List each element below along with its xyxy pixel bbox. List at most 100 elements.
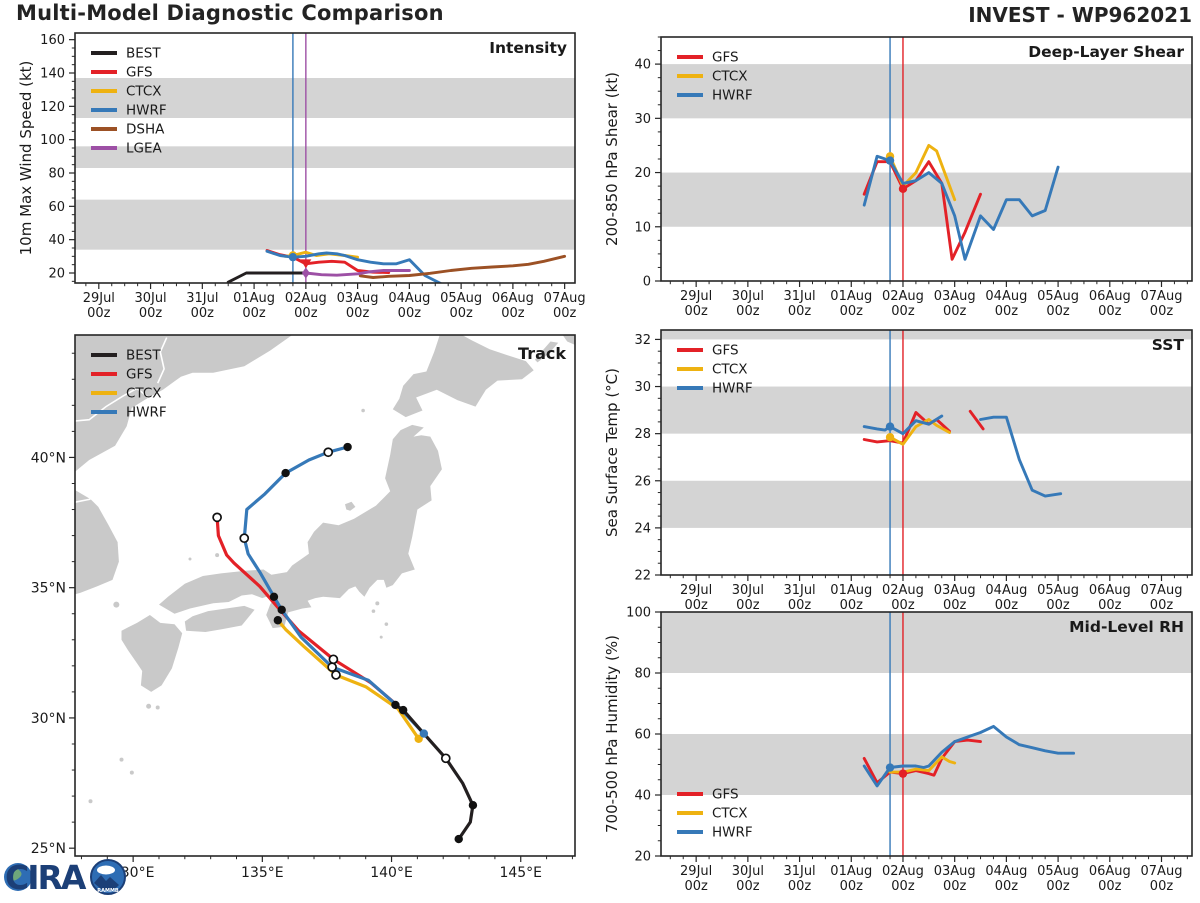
sst-xtick-label-day: 29Jul xyxy=(680,583,712,598)
intensity-xtick-label-hour: 00z xyxy=(346,306,370,321)
shear-ytick-label: 10 xyxy=(634,220,651,235)
intensity-xtick-label-day: 02Aug xyxy=(285,291,327,306)
shear-xtick-label-day: 06Aug xyxy=(1089,289,1131,304)
landmass-kyushu xyxy=(121,615,183,692)
sst-frame xyxy=(660,329,1193,576)
track-fix-open-circle xyxy=(239,533,250,544)
landmass-shikoku xyxy=(184,605,255,632)
rh-xtick-label-hour: 00z xyxy=(684,879,708,894)
rh-legend-label-HWRF: HWRF xyxy=(712,825,753,841)
country-border-line xyxy=(75,387,150,422)
rh-xtick-label-hour: 00z xyxy=(1150,879,1174,894)
intensity-series-HWRF xyxy=(265,249,443,283)
main-title: Multi-Model Diagnostic Comparison xyxy=(16,1,444,25)
intensity-panel-label: Intensity xyxy=(489,39,567,57)
intensity-xtick-label-hour: 00z xyxy=(501,306,525,321)
track-fix-open-circle xyxy=(328,654,339,665)
shear-ytick-label: 30 xyxy=(634,112,651,127)
intensity-ytick-label: 100 xyxy=(40,133,65,148)
rh-marker-HWRF xyxy=(885,763,895,772)
track-fix-filled-dot xyxy=(468,801,478,810)
track-ytick-label: 35°N xyxy=(31,581,66,597)
sst-xtick-label-day: 05Aug xyxy=(1037,583,1079,598)
intensity-ytick-label: 20 xyxy=(48,267,65,282)
sst-xtick-label-day: 31Jul xyxy=(783,583,815,598)
small-island xyxy=(146,703,152,709)
sst-marker-HWRF xyxy=(885,422,895,431)
intensity-legend-label-GFS: GFS xyxy=(126,65,153,81)
sst-ytick-label: 32 xyxy=(634,333,651,348)
landmass-sakhalin-corner xyxy=(562,335,575,345)
sst-ytick-label: 26 xyxy=(634,474,651,489)
shear-xtick-label-hour: 00z xyxy=(1098,304,1122,319)
shear-marker-GFS xyxy=(898,184,908,194)
sst-xtick-label-day: 01Aug xyxy=(830,583,872,598)
sst-xtick-label-day: 03Aug xyxy=(934,583,976,598)
shear-xtick-label-hour: 00z xyxy=(943,304,967,319)
small-island xyxy=(375,601,380,606)
sst-xtick-label-hour: 00z xyxy=(1046,598,1070,613)
shear-xtick-label-hour: 00z xyxy=(1046,304,1070,319)
rh-xtick-label-day: 06Aug xyxy=(1089,864,1131,879)
rh-xtick-label-day: 02Aug xyxy=(882,864,924,879)
track-frame xyxy=(74,334,576,857)
sst-shade-band-2 xyxy=(661,330,1192,340)
shear-xtick-label-day: 29Jul xyxy=(680,289,712,304)
globe-continent-shape xyxy=(9,867,22,881)
track-ytick-label: 40°N xyxy=(31,450,66,466)
track-fix-filled-dot xyxy=(454,834,463,844)
shear-panel-label: Deep-Layer Shear xyxy=(1028,43,1184,61)
shear-xtick-label-hour: 00z xyxy=(1150,304,1174,319)
rh-panel-label: Mid-Level RH xyxy=(1069,618,1184,636)
intensity-xtick-label-day: 03Aug xyxy=(337,291,379,306)
intensity-shade-band-2 xyxy=(75,78,575,118)
intensity-marker-LGEA xyxy=(301,267,310,279)
rh-marker-GFS xyxy=(898,769,908,778)
intensity-xtick-label-day: 05Aug xyxy=(440,291,482,306)
rh-ytick-label: 80 xyxy=(634,667,651,682)
sst-shade-band-1 xyxy=(661,386,1192,434)
track-fix-filled-dot xyxy=(391,700,400,710)
sst-xtick-label-hour: 00z xyxy=(1098,598,1122,613)
sst-legend-label-CTCX: CTCX xyxy=(712,362,748,378)
sst-legend-label-GFS: GFS xyxy=(712,343,739,359)
track-fix-filled-dot xyxy=(269,592,279,602)
small-island xyxy=(119,757,124,762)
intensity-shade-band-0 xyxy=(75,199,575,250)
shear-xtick-label-hour: 00z xyxy=(840,304,864,319)
sst-xtick-label-hour: 00z xyxy=(684,598,708,613)
small-island xyxy=(379,635,383,639)
shear-xtick-label-day: 30Jul xyxy=(732,289,764,304)
intensity-xtick-label-day: 01Aug xyxy=(233,291,275,306)
intensity-legend-label-BEST: BEST xyxy=(126,46,161,62)
rh-xtick-label-hour: 00z xyxy=(840,879,864,894)
shear-legend-label-CTCX: CTCX xyxy=(712,69,748,85)
shear-y-axis-label: 200-850 hPa Shear (kt) xyxy=(603,72,621,246)
sst-xtick-label-hour: 00z xyxy=(788,598,812,613)
sst-series-GFS-seg1 xyxy=(968,409,985,431)
track-content xyxy=(75,335,575,844)
rh-legend-label-GFS: GFS xyxy=(712,787,739,803)
intensity-y-axis-label: 10m Max Wind Speed (kt) xyxy=(17,61,35,256)
track-panel-label: Track xyxy=(518,344,566,363)
sst-xtick-label-day: 30Jul xyxy=(732,583,764,598)
track-xtick-label: 140°E xyxy=(370,865,413,881)
track-fix-filled-dot xyxy=(281,468,290,478)
shear-legend-label-HWRF: HWRF xyxy=(712,88,753,104)
track-legend-label-HWRF: HWRF xyxy=(126,405,167,421)
sst-panel-label: SST xyxy=(1152,336,1185,354)
intensity-series-LGEA xyxy=(304,269,411,277)
rh-legend-label-CTCX: CTCX xyxy=(712,806,748,822)
rh-panel: 29Jul00z30Jul00z31Jul00z01Aug00z02Aug00z… xyxy=(603,606,1193,894)
sst-content xyxy=(661,330,1192,575)
intensity-xtick-label-hour: 00z xyxy=(139,306,163,321)
shear-frame xyxy=(660,36,1193,282)
intensity-marker-HWRF xyxy=(288,252,298,262)
track-ytick-label: 25°N xyxy=(31,841,66,857)
intensity-ytick-label: 60 xyxy=(48,200,65,215)
shear-xtick-label-day: 07Aug xyxy=(1141,289,1183,304)
intensity-xtick-label-day: 06Aug xyxy=(492,291,534,306)
intensity-xtick-label-day: 07Aug xyxy=(544,291,586,306)
sst-ytick-label: 30 xyxy=(634,380,651,395)
sst-shade-band-0 xyxy=(661,480,1192,528)
